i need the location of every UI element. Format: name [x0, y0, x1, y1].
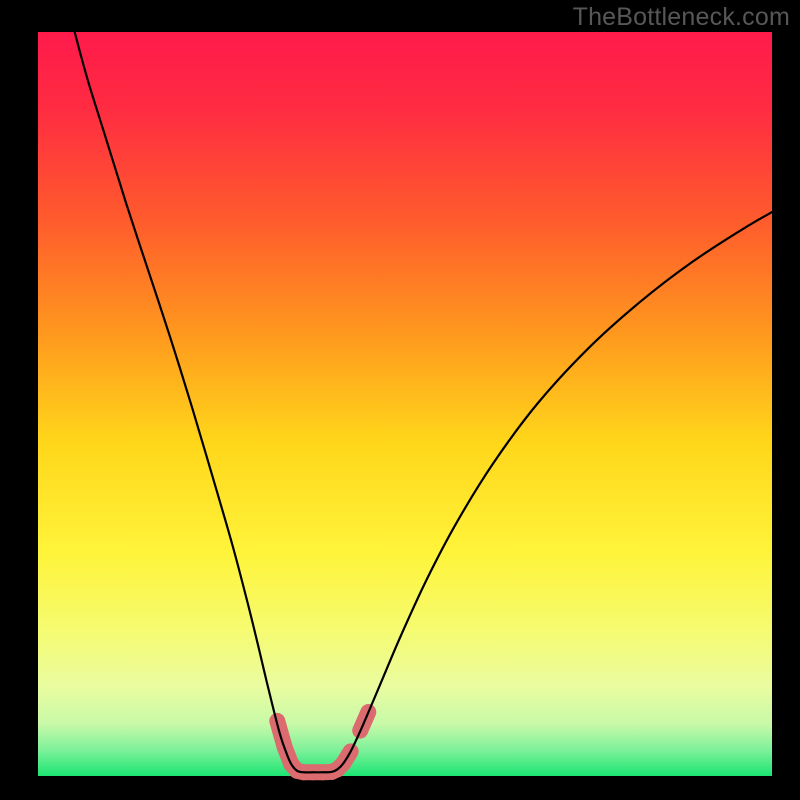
watermark-text: TheBottleneck.com — [573, 3, 790, 32]
chart-stage: TheBottleneck.com — [0, 0, 800, 800]
curve-layer — [0, 0, 800, 800]
main-v-curve — [75, 32, 772, 772]
